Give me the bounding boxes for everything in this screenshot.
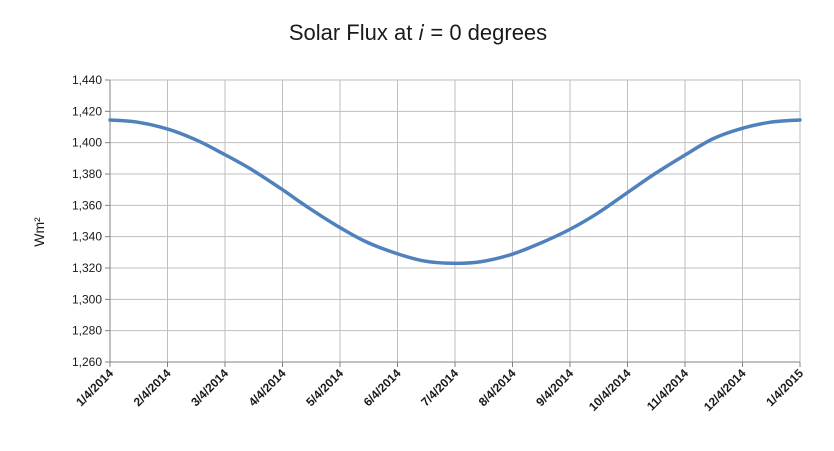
x-axis-ticks: 1/4/2014 2/4/2014 3/4/2014 4/4/2014 5/4/2014… <box>73 362 806 414</box>
y-tick-label: 1,360 <box>72 198 102 212</box>
x-tick-label: 10/4/2014 <box>586 366 634 414</box>
x-tick-label: 11/4/2014 <box>644 366 691 413</box>
x-tick-label: 8/4/2014 <box>476 366 519 409</box>
y-tick-label: 1,280 <box>72 324 102 338</box>
y-tick-label: 1,320 <box>72 261 102 275</box>
y-tick-label: 1,400 <box>72 136 102 150</box>
x-tick-label: 1/4/2014 <box>73 366 116 409</box>
x-tick-label: 6/4/2014 <box>361 366 404 409</box>
y-tick-label: 1,380 <box>72 167 102 181</box>
x-tick-label: 3/4/2014 <box>188 366 231 409</box>
x-tick-label: 1/4/2015 <box>763 366 806 409</box>
x-tick-label: 9/4/2014 <box>533 366 576 409</box>
y-axis-label: Wm² <box>31 217 47 247</box>
x-tick-label: 2/4/2014 <box>131 366 174 409</box>
chart-title: Solar Flux at 𝑖 = 0 degrees <box>289 20 547 45</box>
gridlines <box>110 80 800 362</box>
y-tick-label: 1,420 <box>72 104 102 118</box>
y-tick-label: 1,260 <box>72 355 102 369</box>
y-tick-label: 1,340 <box>72 230 102 244</box>
y-tick-label: 1,300 <box>72 292 102 306</box>
x-tick-label: 7/4/2014 <box>418 366 461 409</box>
x-tick-label: 12/4/2014 <box>701 366 749 414</box>
x-tick-label: 5/4/2014 <box>303 366 346 409</box>
x-tick-label: 4/4/2014 <box>246 366 289 409</box>
y-tick-label: 1,440 <box>72 73 102 87</box>
y-axis-ticks: 1,260 1,280 1,300 1,320 1,340 1,360 1,380 1,400… <box>72 73 110 369</box>
